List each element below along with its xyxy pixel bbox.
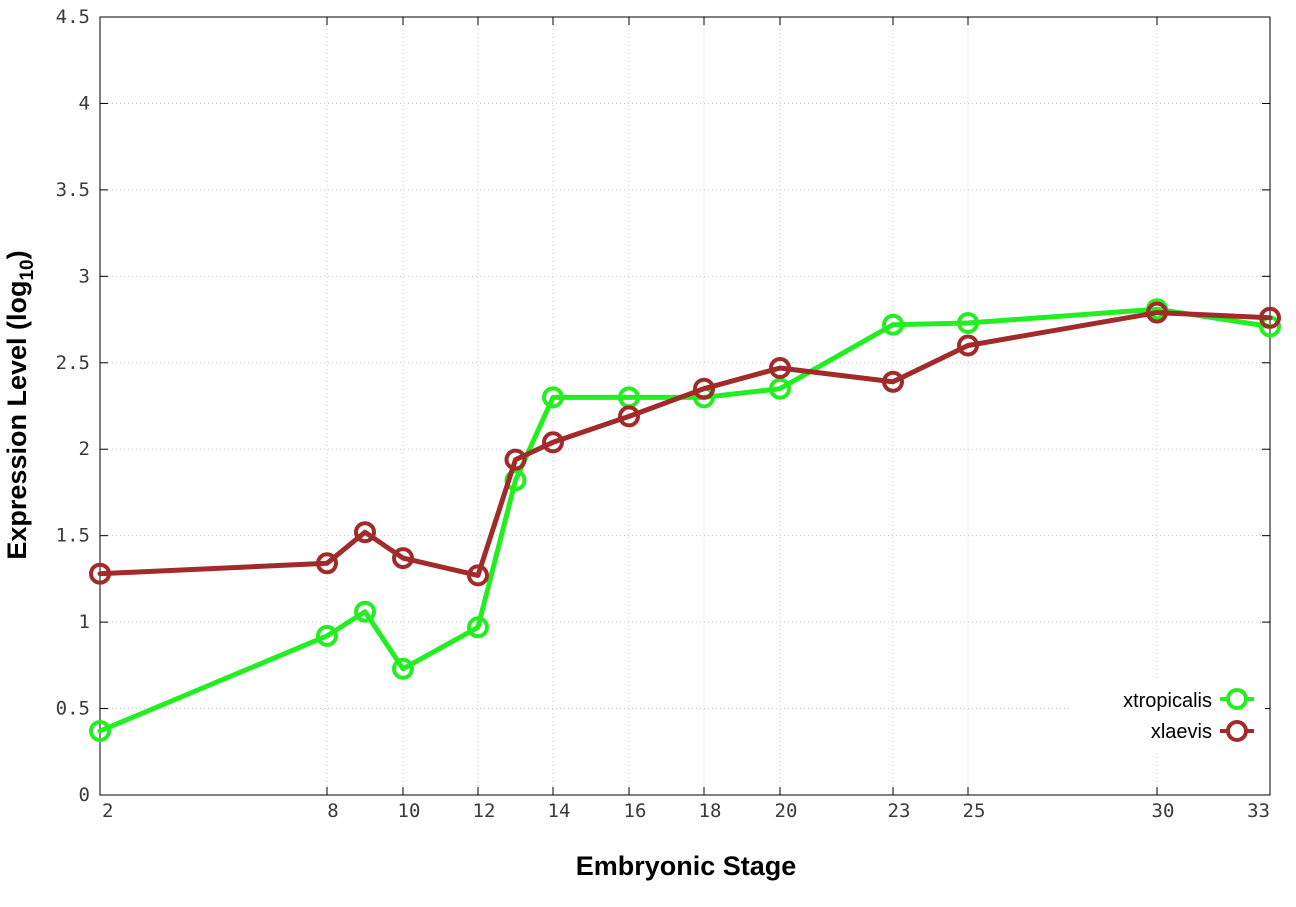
y-tick-label: 3.5 bbox=[56, 179, 90, 201]
x-tick-label: 18 bbox=[699, 800, 722, 822]
x-tick-label: 2 bbox=[102, 800, 113, 822]
data-point-xlaevis bbox=[392, 547, 414, 570]
y-tick-label: 0 bbox=[79, 784, 90, 806]
legend-marker-xlaevis bbox=[1226, 720, 1248, 742]
legend-entry-xtropicalis: xtropicalis bbox=[1123, 688, 1254, 712]
legend-entry-xlaevis: xlaevis bbox=[1151, 720, 1254, 743]
data-point-xlaevis bbox=[1146, 301, 1168, 324]
y-axis-title-close: ) bbox=[2, 250, 32, 259]
x-tick-label: 33 bbox=[1247, 800, 1270, 822]
x-tick-label: 8 bbox=[327, 800, 338, 822]
data-point-xlaevis bbox=[769, 357, 791, 379]
data-point-xtropicalis bbox=[542, 386, 564, 409]
data-point-xlaevis bbox=[467, 564, 489, 587]
data-point-xlaevis bbox=[618, 405, 640, 428]
data-point-xtropicalis bbox=[354, 600, 376, 623]
x-tick-label: 30 bbox=[1152, 800, 1175, 822]
y-axis-title: Expression Level (log10) bbox=[2, 250, 38, 559]
y-tick-label: 0.5 bbox=[56, 698, 90, 720]
data-point-xlaevis bbox=[316, 552, 338, 575]
plot-frame bbox=[99, 16, 1271, 796]
data-point-xlaevis bbox=[542, 431, 564, 454]
y-axis-title-main: Expression Level (log bbox=[2, 281, 32, 560]
data-point-xtropicalis bbox=[89, 720, 111, 742]
series-xtropicalis bbox=[89, 298, 1281, 742]
data-point-xtropicalis bbox=[467, 616, 489, 639]
legend: xtropicalis xlaevis bbox=[1070, 680, 1265, 750]
data-point-xlaevis bbox=[354, 521, 376, 544]
y-tick-label: 4 bbox=[79, 92, 90, 114]
data-point-xtropicalis bbox=[882, 313, 904, 336]
y-tick-label: 1.5 bbox=[56, 525, 90, 547]
x-axis-title: Embryonic Stage bbox=[576, 851, 797, 881]
x-tick-label: 12 bbox=[473, 800, 496, 822]
y-axis-title-subscript: 10 bbox=[17, 259, 38, 280]
data-point-xlaevis bbox=[1259, 306, 1281, 329]
series-lines bbox=[89, 298, 1281, 742]
y-tick-label: 2.5 bbox=[56, 352, 90, 374]
data-point-xlaevis bbox=[693, 377, 715, 400]
x-tick-label: 20 bbox=[775, 800, 798, 822]
data-point-xlaevis bbox=[89, 562, 111, 585]
y-tick-label: 4.5 bbox=[56, 6, 90, 28]
x-tick-label: 23 bbox=[888, 800, 911, 822]
legend-marker-xtropicalis bbox=[1226, 688, 1248, 710]
data-point-xtropicalis bbox=[316, 624, 338, 647]
data-point-xtropicalis bbox=[769, 377, 791, 400]
legend-label-xtropicalis: xtropicalis bbox=[1123, 690, 1212, 712]
y-tick-label: 3 bbox=[79, 265, 90, 287]
x-tick-label: 25 bbox=[963, 800, 986, 822]
legend-label-xlaevis: xlaevis bbox=[1151, 721, 1212, 743]
data-point-xlaevis bbox=[882, 370, 904, 393]
data-point-xtropicalis bbox=[392, 657, 414, 680]
x-tick-label: 10 bbox=[398, 800, 421, 822]
data-point-xlaevis bbox=[957, 334, 979, 357]
grid-lines bbox=[100, 17, 1270, 795]
data-point-xlaevis bbox=[504, 448, 527, 471]
y-tick-label: 1 bbox=[79, 611, 90, 633]
x-tick-label: 14 bbox=[548, 800, 571, 822]
y-tick-label: 2 bbox=[79, 438, 90, 460]
series-line-xtropicalis bbox=[97, 306, 1273, 734]
data-point-xtropicalis bbox=[957, 312, 979, 334]
axis-ticks: 0 0.5 1 1.5 2 2.5 3 3.5 4 4.5 2 8 10 12 14 16 18 20 23 25 30… bbox=[56, 6, 1271, 822]
x-tick-label: 16 bbox=[624, 800, 647, 822]
series-xlaevis bbox=[89, 301, 1281, 587]
